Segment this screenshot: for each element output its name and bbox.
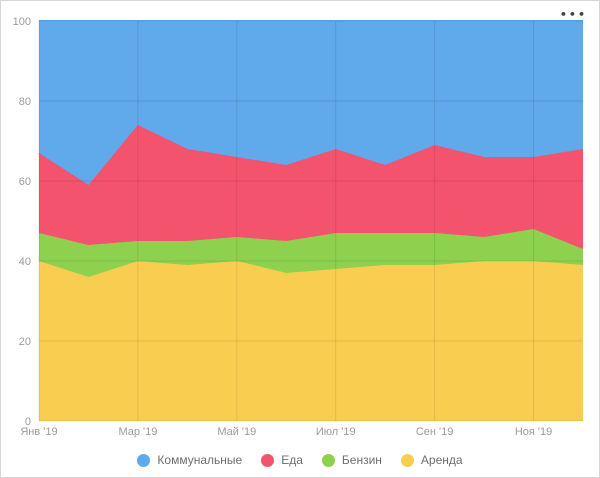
x-axis-tick-label: Мар '19	[118, 426, 157, 438]
legend-item-Аренда[interactable]: Аренда	[400, 453, 463, 467]
area-series-Еда[interactable]	[39, 125, 583, 249]
legend-marker-circle	[400, 453, 414, 467]
area-series-Коммунальные[interactable]	[39, 21, 583, 185]
y-axis-tick-label: 20	[19, 336, 31, 348]
chart-export-menu-button[interactable]: •••	[556, 7, 591, 22]
y-axis-tick-label: 80	[19, 96, 31, 108]
legend-item-Коммунальные[interactable]: Коммунальные	[137, 453, 242, 467]
x-axis-tick-label: Янв '19	[20, 426, 57, 438]
x-axis-tick-label: Ноя '19	[515, 426, 552, 438]
legend-marker-circle	[137, 453, 151, 467]
legend-item-Еда[interactable]: Еда	[261, 453, 303, 467]
y-axis-tick-label: 40	[19, 256, 31, 268]
legend-label: Еда	[281, 453, 303, 467]
legend-item-Бензин[interactable]: Бензин	[321, 453, 382, 467]
x-axis-tick-label: Июл '19	[316, 426, 356, 438]
legend-marker-circle	[321, 453, 335, 467]
legend-label: Бензин	[341, 453, 382, 467]
stacked-area-chart: 0 20 40 60 80 100 Янв '19 Мар '19 Май '19 Июл '19…	[13, 16, 584, 438]
chart-legend: Коммунальные Еда Бензин Аренда	[1, 441, 599, 477]
legend-label: Коммунальные	[157, 453, 243, 467]
y-axis-tick-label: 100	[13, 16, 31, 28]
legend-label: Аренда	[420, 453, 463, 467]
x-axis-tick-label: Май '19	[217, 426, 256, 438]
area-series-Аренда[interactable]	[39, 261, 583, 421]
y-axis-tick-label: 60	[19, 176, 31, 188]
legend-marker-circle	[261, 453, 275, 467]
y-axis-tick-label: 0	[25, 416, 31, 428]
x-axis-tick-label: Сен '19	[416, 426, 454, 438]
